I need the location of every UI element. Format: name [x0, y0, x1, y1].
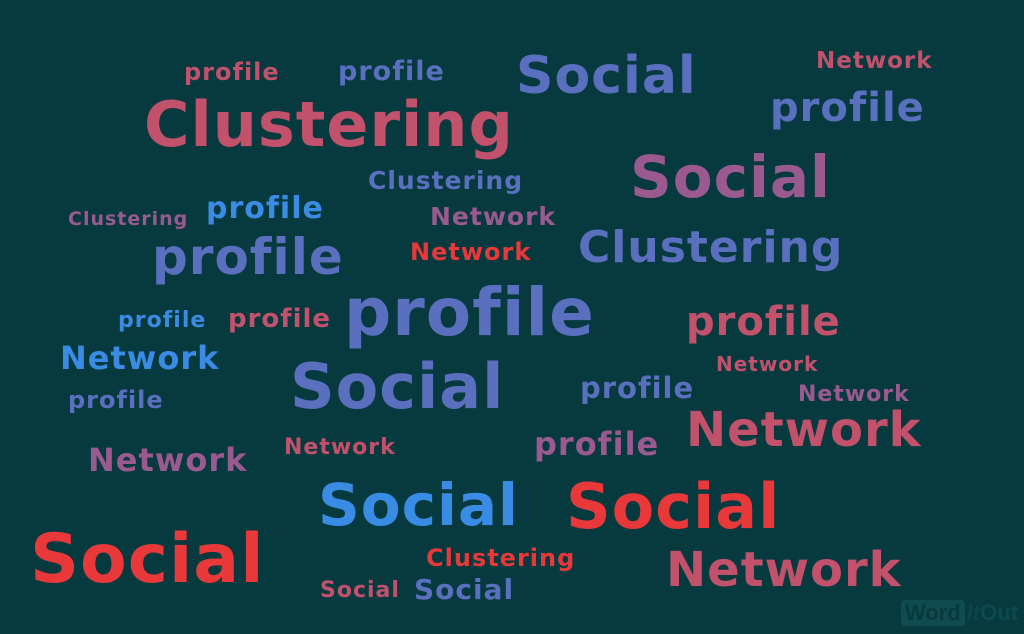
watermark-word: Word [900, 600, 965, 626]
word: profile [68, 386, 164, 414]
word: Network [60, 339, 220, 377]
word: profile [206, 191, 324, 226]
word: profile [534, 425, 660, 463]
word: Network [666, 542, 902, 598]
watermark-it: It [966, 600, 981, 625]
word: profile [184, 58, 280, 86]
word: profile [344, 274, 595, 351]
word: Clustering [578, 222, 844, 273]
word: Social [566, 470, 781, 543]
watermark-out: Out [980, 600, 1018, 625]
word: Social [30, 520, 265, 599]
word: Clustering [68, 208, 189, 230]
word: Network [686, 402, 922, 458]
word: Network [716, 352, 819, 376]
wordout-watermark: Word ItOut [900, 600, 1018, 626]
word: Social [318, 471, 519, 539]
word: Social [414, 573, 515, 606]
word: profile [228, 304, 332, 334]
word: Network [430, 202, 557, 231]
word: profile [770, 85, 925, 131]
word: Social [320, 578, 400, 603]
word: profile [580, 371, 695, 405]
word: Network [284, 435, 396, 460]
word: profile [152, 228, 344, 286]
word: Clustering [368, 166, 524, 195]
word: Network [798, 382, 910, 407]
word: Network [410, 238, 532, 266]
word: profile [118, 308, 207, 333]
word: Social [516, 46, 697, 106]
word: Social [630, 143, 831, 211]
word: profile [686, 299, 841, 345]
word: Clustering [426, 544, 576, 572]
word: profile [338, 56, 445, 87]
word: Network [816, 48, 933, 74]
word: Clustering [144, 88, 514, 161]
word: Network [88, 441, 248, 479]
word: Social [290, 350, 505, 423]
